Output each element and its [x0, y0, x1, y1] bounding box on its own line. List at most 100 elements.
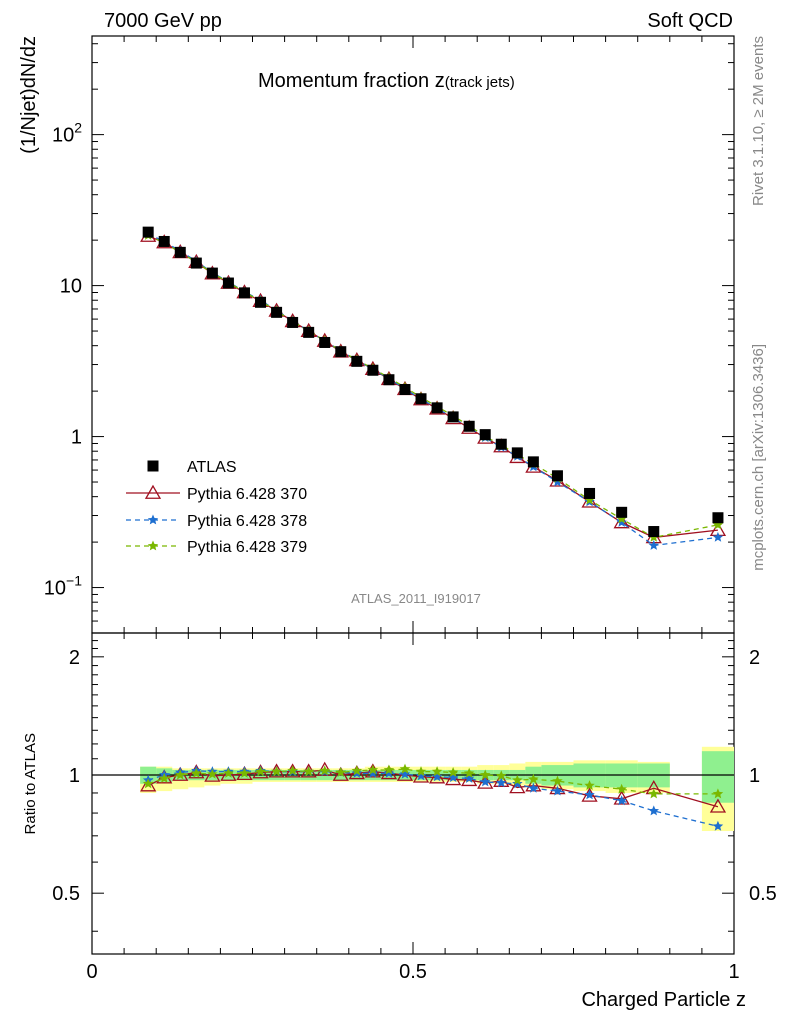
- ratio-point: [207, 768, 218, 779]
- data-point: [271, 306, 283, 318]
- ratio-point: [445, 771, 462, 786]
- data-point: [222, 277, 234, 289]
- ratio-point: [223, 767, 234, 778]
- ratio-point: [319, 765, 330, 776]
- legend-label: Pythia 6.428 378: [187, 513, 307, 530]
- ratio-point: [399, 763, 411, 774]
- ratio-point: [528, 773, 539, 784]
- axis-ticks: 0 0.5 1 10−1 1 10 102 0.5 0.5 1 1 2 2: [44, 36, 777, 983]
- ratio-point: [255, 766, 266, 777]
- ratio-point: [552, 785, 563, 796]
- ratio-point: [175, 769, 186, 780]
- data-point: [415, 393, 427, 405]
- data-point: [335, 346, 347, 358]
- analysis-label: ATLAS_2011_I919017: [351, 591, 481, 606]
- ratio-point: [463, 773, 475, 783]
- legend-label: Pythia 6.428 379: [187, 539, 307, 556]
- ratio-point: [509, 779, 526, 794]
- ratio-point: [431, 766, 443, 777]
- data-point: [351, 355, 363, 367]
- ratio-tick-label-left: 0.5: [52, 883, 80, 905]
- ratio-tick-label-right: 0.5: [749, 883, 777, 905]
- data-point: [712, 531, 724, 542]
- x-tick-label: 0.5: [399, 961, 427, 983]
- ratio-point: [142, 778, 154, 789]
- ratio-point: [332, 766, 349, 781]
- data-point: [206, 267, 218, 279]
- ratio-uncertainty-bands: [92, 746, 734, 832]
- ratio-point: [191, 767, 202, 778]
- series-line-ratio: [147, 768, 718, 795]
- data-point: [616, 516, 627, 527]
- data-point: [142, 226, 154, 238]
- data-point: [479, 429, 491, 441]
- ratio-point: [287, 765, 298, 776]
- ratio-point: [367, 764, 379, 775]
- legend-marker: [147, 460, 159, 472]
- legend-label: Pythia 6.428 370: [187, 486, 307, 503]
- ratio-point: [415, 770, 427, 781]
- legend-marker: [147, 540, 159, 551]
- ratio-point: [220, 766, 237, 781]
- ratio-point: [512, 774, 523, 785]
- ratio-point: [709, 798, 727, 813]
- mcplots-label: mcplots.cern.ch [arXiv:1306.3436]: [750, 344, 767, 571]
- data-point: [399, 384, 411, 396]
- data-point: [712, 519, 724, 530]
- data-point: [158, 235, 170, 247]
- ratio-point: [584, 789, 595, 800]
- ratio-point: [431, 771, 443, 782]
- ratio-point: [351, 765, 363, 776]
- data-point: [255, 296, 267, 308]
- ratio-point: [712, 788, 724, 799]
- data-point: [447, 411, 459, 423]
- rivet-version-label: Rivet 3.1.10, ≥ 2M events: [750, 36, 767, 206]
- data-point: [367, 364, 379, 376]
- series-line-ratio: [147, 770, 719, 827]
- ratio-point: [447, 767, 459, 777]
- data-point: [584, 487, 596, 499]
- data-point: [463, 420, 475, 432]
- ratio-point: [367, 767, 379, 778]
- ratio-point: [496, 777, 507, 788]
- data-point: [238, 287, 250, 299]
- y-tick-label: 10−1: [44, 573, 82, 600]
- data-point: [495, 438, 507, 450]
- ratio-tick-label-left: 2: [69, 647, 80, 669]
- plot-title-main: Momentum fraction z: [258, 70, 445, 92]
- data-point: [190, 257, 202, 269]
- ratio-point: [383, 764, 395, 775]
- y-tick-label: 102: [52, 120, 82, 147]
- ratio-point: [584, 780, 595, 790]
- y-axis-label-top: (1/Njet)dN/dz: [18, 36, 40, 154]
- ratio-tick-label-left: 1: [69, 765, 80, 787]
- ratio-tick-label-right: 1: [749, 765, 760, 787]
- legend-label: ATLAS: [187, 459, 237, 476]
- data-point: [319, 336, 331, 348]
- ratio-point: [552, 775, 563, 786]
- data-point: [383, 374, 395, 386]
- y-tick-label: 1: [71, 427, 82, 449]
- ratio-point: [616, 795, 627, 806]
- data-point: [431, 402, 443, 414]
- plot-title: Momentum fraction z(track jets): [258, 70, 515, 92]
- data-point: [648, 526, 660, 538]
- legend-marker: [144, 484, 162, 499]
- ratio-point: [335, 767, 346, 777]
- x-tick-label: 1: [728, 961, 739, 983]
- ratio-point: [616, 783, 627, 794]
- ratio-point: [204, 767, 221, 782]
- ratio-point: [480, 776, 491, 787]
- data-point: [551, 470, 563, 482]
- data-point: [527, 456, 539, 468]
- ratio-point: [239, 767, 250, 778]
- ratio-point: [712, 820, 724, 831]
- ratio-point: [140, 777, 157, 792]
- category-label: Soft QCD: [647, 10, 733, 32]
- ratio-point: [581, 787, 598, 802]
- x-axis-label: Charged Particle z: [581, 989, 746, 1011]
- data-point: [174, 246, 186, 258]
- data-point: [511, 447, 523, 459]
- energy-label: 7000 GeV pp: [104, 10, 222, 32]
